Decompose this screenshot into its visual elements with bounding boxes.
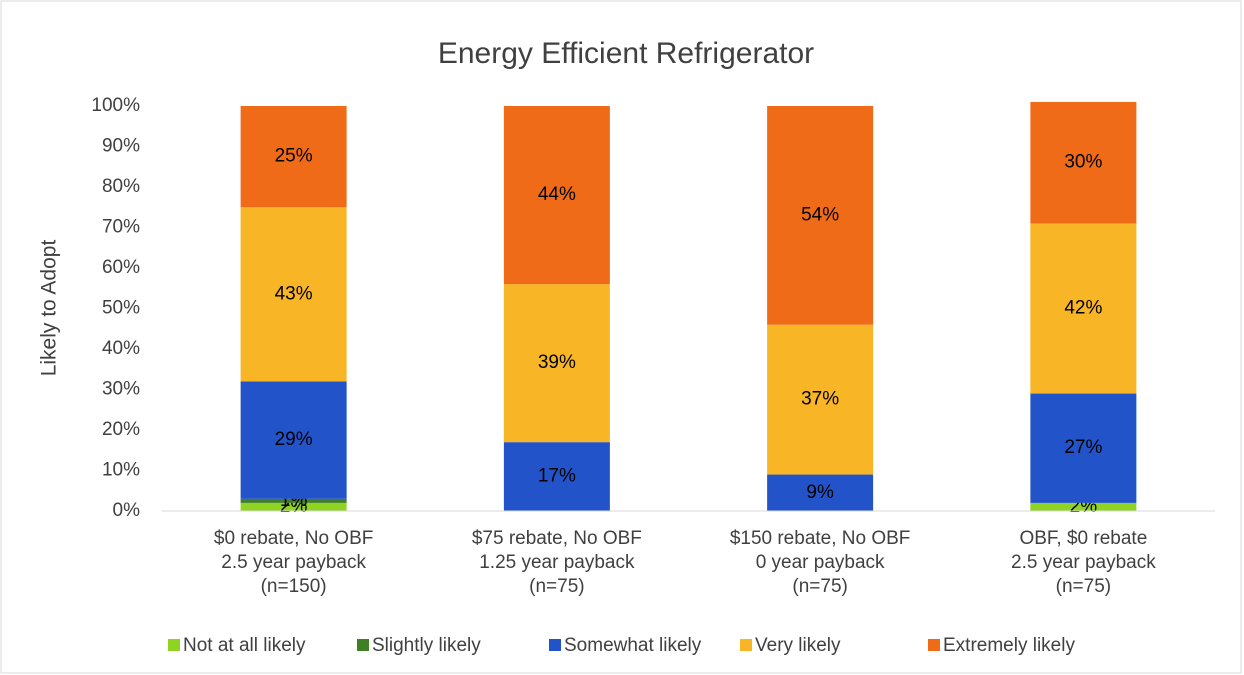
legend-swatch xyxy=(549,639,561,651)
data-label: 25% xyxy=(275,146,313,167)
x-tick-label-line: 2.5 year payback xyxy=(221,552,366,573)
legend-swatch xyxy=(357,639,369,651)
bar-segment xyxy=(767,474,874,511)
legend-label: Very likely xyxy=(755,635,841,656)
bar-segment xyxy=(1030,502,1137,511)
bar-segment xyxy=(240,106,347,208)
y-tick-label: 70% xyxy=(102,217,140,238)
data-label: 43% xyxy=(275,283,313,304)
x-tick-label-line: $150 rebate, No OBF xyxy=(730,528,911,549)
data-label: 9% xyxy=(806,482,834,503)
x-tick-label-line: 1.25 year payback xyxy=(479,552,635,573)
y-tick-label: 40% xyxy=(102,338,140,359)
bar-segment xyxy=(1030,101,1137,224)
x-tick-label-line: (n=75) xyxy=(529,576,584,597)
y-tick-label: 90% xyxy=(102,136,140,157)
data-label: 27% xyxy=(1064,437,1102,458)
data-label: 17% xyxy=(538,466,576,487)
bar-segment xyxy=(503,284,610,443)
chart-title: Energy Efficient Refrigerator xyxy=(438,37,814,70)
data-label: 44% xyxy=(538,184,576,205)
bar-segment xyxy=(240,207,347,382)
x-tick-label-line: 2.5 year payback xyxy=(1011,552,1156,573)
x-tick-label-line: (n=150) xyxy=(261,576,327,597)
bar-segment xyxy=(503,442,610,511)
bar-segment xyxy=(240,498,347,503)
x-tick-label: $0 rebate, No OBF 2.5 year payback (n=150) xyxy=(214,528,373,597)
y-tick-label: 60% xyxy=(102,257,140,278)
legend-swatch xyxy=(168,639,180,651)
legend-label: Extremely likely xyxy=(943,635,1075,656)
x-tick-label-line: $75 rebate, No OBF xyxy=(472,528,642,549)
legend-label: Somewhat likely xyxy=(564,635,702,656)
data-label: 42% xyxy=(1064,298,1102,319)
data-label: 39% xyxy=(538,352,576,373)
x-tick-label-line: 0 year payback xyxy=(756,552,885,573)
bar-segment xyxy=(1030,223,1137,394)
x-tick-label: OBF, $0 rebate 2.5 year payback (n=75) xyxy=(1011,528,1156,597)
bar-segment xyxy=(240,381,347,499)
legend-label: Slightly likely xyxy=(372,635,481,656)
y-tick-label: 50% xyxy=(102,298,140,319)
data-label: 30% xyxy=(1064,152,1102,173)
x-tick-label-line: $0 rebate, No OBF xyxy=(214,528,373,549)
data-label: 54% xyxy=(801,204,839,225)
legend-swatch xyxy=(928,639,940,651)
y-tick-label: 30% xyxy=(102,379,140,400)
bar-segment xyxy=(503,106,610,285)
legend-label: Not at all likely xyxy=(183,635,306,656)
y-tick-label: 80% xyxy=(102,176,140,197)
x-tick-label: $150 rebate, No OBF 0 year payback (n=75) xyxy=(730,528,911,597)
y-tick-label: 20% xyxy=(102,419,140,440)
x-tick-label: $75 rebate, No OBF 1.25 year payback (n=75… xyxy=(472,528,642,597)
y-axis-label: Likely to Adopt xyxy=(38,240,61,377)
bar-segment xyxy=(767,106,874,325)
y-tick-label: 0% xyxy=(113,500,141,521)
data-label: 37% xyxy=(801,389,839,410)
x-tick-label-line: (n=75) xyxy=(792,576,847,597)
data-label: 29% xyxy=(275,429,313,450)
y-tick-label: 10% xyxy=(102,460,140,481)
x-tick-label-line: (n=75) xyxy=(1056,576,1111,597)
bar-segment xyxy=(240,502,347,511)
y-tick-label: 100% xyxy=(91,95,140,116)
bar-segment xyxy=(767,324,874,475)
legend-swatch xyxy=(740,639,752,651)
x-tick-label-line: OBF, $0 rebate xyxy=(1019,528,1147,549)
bar-segment xyxy=(1030,393,1137,503)
